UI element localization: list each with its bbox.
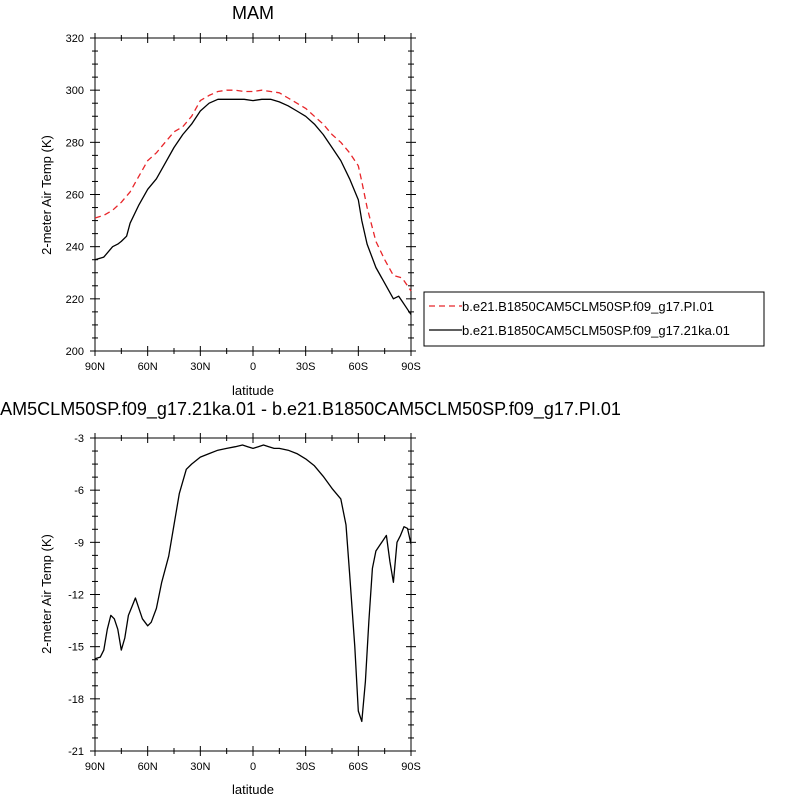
y-tick-label: 240 bbox=[66, 242, 84, 254]
x-tick-label: 60N bbox=[138, 361, 158, 373]
y-tick-label: 220 bbox=[66, 294, 84, 306]
x-tick-label: 90S bbox=[401, 361, 421, 373]
x-tick-label: 30S bbox=[296, 761, 316, 773]
series-line-1 bbox=[94, 98, 412, 315]
bottom-chart: b.e21.B1850CAM5CLM50SP.f09_g17.21ka.01 -… bbox=[0, 399, 621, 797]
y-tick-label: 300 bbox=[66, 85, 84, 97]
axis-ticks: 90N 60N 30N 0 30S 60S 90S -21 -18 -15 -12 -9 -6 -3 bbox=[68, 433, 421, 773]
x-tick-label: 60S bbox=[349, 761, 369, 773]
series-lines bbox=[94, 444, 412, 723]
legend-box bbox=[423, 291, 765, 347]
y-tick-label: 320 bbox=[66, 33, 84, 45]
y-tick-label: 280 bbox=[66, 137, 84, 149]
x-tick-label: 0 bbox=[250, 361, 256, 373]
x-tick-label: 30S bbox=[296, 361, 316, 373]
series-lines bbox=[94, 89, 412, 315]
y-tick-label: 260 bbox=[66, 190, 84, 202]
x-tick-label: 60N bbox=[138, 761, 158, 773]
chart-title: MAM bbox=[232, 3, 274, 23]
y-tick-label: -18 bbox=[68, 694, 84, 706]
y-axis-label: 2-meter Air Temp (K) bbox=[39, 534, 54, 654]
legend: b.e21.B1850CAM5CLM50SP.f09_g17.PI.01 b.e… bbox=[423, 291, 765, 347]
y-tick-label: -9 bbox=[74, 537, 84, 549]
x-axis-label: latitude bbox=[232, 383, 274, 398]
top-chart: MAM latitude 2-meter Air Temp (K) 90N 60N… bbox=[39, 3, 421, 398]
x-tick-label: 30N bbox=[190, 761, 210, 773]
legend-label-pi: b.e21.B1850CAM5CLM50SP.f09_g17.PI.01 bbox=[462, 299, 714, 314]
y-tick-label: -12 bbox=[68, 590, 84, 602]
x-tick-label: 90N bbox=[85, 761, 105, 773]
y-tick-label: -15 bbox=[68, 642, 84, 654]
series-line-0 bbox=[94, 444, 412, 723]
y-axis-label: 2-meter Air Temp (K) bbox=[39, 135, 54, 255]
x-tick-label: 90N bbox=[85, 361, 105, 373]
axis-ticks: 90N 60N 30N 0 30S 60S 90S 200 220 240 260 280 300 320 bbox=[66, 33, 421, 373]
x-tick-label: 60S bbox=[349, 361, 369, 373]
x-axis-label: latitude bbox=[232, 782, 274, 797]
plot-frame bbox=[94, 37, 412, 352]
y-tick-label: -6 bbox=[74, 485, 84, 497]
x-tick-label: 0 bbox=[250, 761, 256, 773]
legend-label-21ka: b.e21.B1850CAM5CLM50SP.f09_g17.21ka.01 bbox=[462, 323, 730, 338]
x-tick-label: 30N bbox=[190, 361, 210, 373]
y-tick-label: -3 bbox=[74, 433, 84, 445]
series-line-0 bbox=[94, 89, 412, 292]
x-tick-label: 90S bbox=[401, 761, 421, 773]
y-tick-label: 200 bbox=[66, 346, 84, 358]
y-tick-label: -21 bbox=[68, 746, 84, 758]
chart-title: b.e21.B1850CAM5CLM50SP.f09_g17.21ka.01 -… bbox=[0, 399, 621, 420]
